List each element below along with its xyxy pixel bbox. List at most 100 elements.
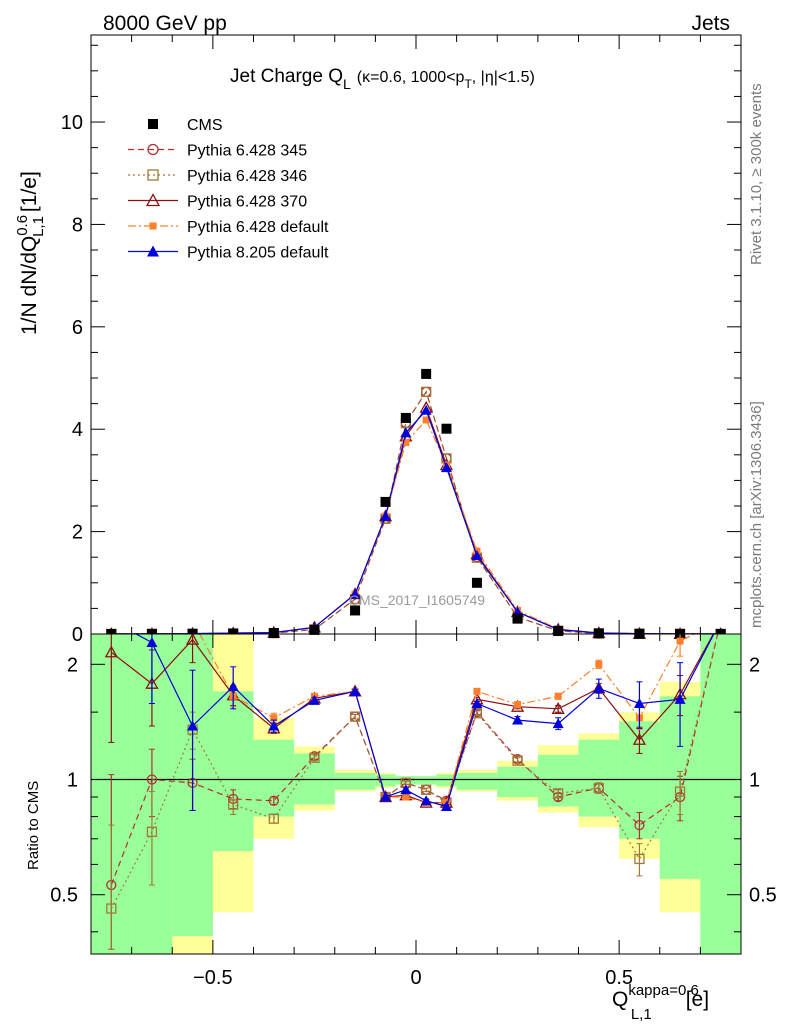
ratio-point-pythia-8-205-default bbox=[187, 720, 199, 731]
ratio-point-pythia-6-428-370 bbox=[185, 634, 200, 645]
data-point-cms bbox=[441, 423, 452, 434]
x-tick-label: 0 bbox=[410, 967, 421, 989]
legend-marker bbox=[147, 169, 159, 181]
uncertainty-band-inner bbox=[578, 739, 620, 817]
data-point-cms bbox=[228, 628, 239, 639]
ratio-point-pythia-8-205-default bbox=[146, 637, 158, 648]
uncertainty-band-inner bbox=[212, 691, 254, 852]
ratio-point-pythia-6-428-345 bbox=[146, 774, 158, 785]
legend-marker bbox=[148, 119, 158, 129]
ratio-point-pythia-8-205-default bbox=[512, 714, 524, 725]
ratio-point-pythia-6-428-default bbox=[514, 701, 522, 709]
side-mcplots-label: mcplots.cern.ch [arXiv:1306.3436] bbox=[748, 401, 765, 628]
uncertainty-band-inner bbox=[334, 772, 376, 790]
data-point-pythia-8-205-default bbox=[380, 510, 392, 521]
data-point-pythia-6-428-346 bbox=[421, 386, 432, 397]
ratio-line-pythia-6-428-345 bbox=[110, 634, 719, 886]
x-axis-label: Qkappa=0.6 L,1[e] bbox=[612, 982, 709, 1023]
ratio-point-pythia-8-205-default bbox=[227, 680, 239, 691]
ratio-point-pythia-8-205-default bbox=[380, 791, 392, 802]
ratio-point-pythia-6-428-346 bbox=[674, 786, 686, 797]
main-y-axis-label: 1/N dN/dQ0.6L,1[1/e] bbox=[14, 171, 47, 335]
uncertainty-band-inner bbox=[456, 772, 498, 790]
ratio-point-pythia-6-428-346 bbox=[553, 788, 564, 799]
ratio-point-pythia-6-428-346 bbox=[228, 799, 239, 810]
ratio-point-pythia-8-205-default bbox=[440, 801, 452, 812]
ratio-point-pythia-6-428-default bbox=[554, 692, 562, 700]
data-point-pythia-6-428-default bbox=[422, 416, 430, 424]
data-point-pythia-8-205-default bbox=[471, 550, 483, 561]
ratio-point-pythia-6-428-346 bbox=[349, 711, 361, 722]
analysis-watermark: CMS_2017_I1605749 bbox=[349, 592, 485, 608]
ratio-point-pythia-6-428-370 bbox=[632, 732, 647, 745]
legend-marker bbox=[147, 143, 159, 156]
data-point-cms bbox=[512, 613, 523, 624]
ratio-point-pythia-6-428-default bbox=[270, 714, 278, 722]
data-point-cms bbox=[309, 624, 320, 635]
side-rivet-label: Rivet 3.1.10, ≥ 300k events bbox=[748, 83, 765, 265]
ratio-line-pythia-6-428-370 bbox=[110, 634, 715, 804]
data-point-pythia-8-205-default bbox=[440, 462, 452, 473]
uncertainty-band-inner bbox=[416, 776, 437, 785]
data-point-cms bbox=[593, 628, 604, 639]
ratio-line-pythia-8-205-default bbox=[134, 634, 715, 808]
ratio-point-pythia-8-205-default bbox=[268, 720, 280, 731]
ratio-point-pythia-8-205-default bbox=[349, 685, 361, 696]
data-point-pythia-8-205-default bbox=[400, 427, 412, 438]
ratio-point-pythia-6-428-default bbox=[676, 637, 684, 645]
data-point-cms bbox=[380, 496, 391, 507]
ratio-point-pythia-6-428-346 bbox=[146, 826, 158, 837]
x-tick-label: 0.5 bbox=[605, 967, 633, 989]
legend-entry-pythia-6-428-346: Pythia 6.428 346 bbox=[128, 168, 307, 185]
uncertainty-band-inner bbox=[497, 766, 538, 798]
legend: CMS Pythia 6.428 345 Pythia 6.428 346 Pythi… bbox=[128, 117, 329, 262]
legend-marker bbox=[147, 245, 159, 257]
ratio-line-pythia-6-428-346 bbox=[110, 634, 719, 909]
data-point-cms bbox=[421, 368, 432, 379]
main-plot-panel: 0 2 4 6 8 10 CMS_2017_I1605749 Jet Charge QL(… bbox=[14, 34, 742, 646]
legend-entry-pythia-8-205-default: Pythia 8.205 default bbox=[128, 245, 329, 262]
main-y-tick-label: 8 bbox=[72, 214, 83, 236]
ratio-point-pythia-6-428-346 bbox=[634, 853, 645, 865]
ratio-point-pythia-8-205-default bbox=[420, 795, 432, 806]
plot-title: Jet Charge QL (κ=0.6, 1000<pT, |η|<1.5) bbox=[230, 66, 535, 92]
ratio-point-pythia-6-428-346 bbox=[512, 755, 523, 766]
data-point-pythia-6-428-default bbox=[402, 439, 410, 447]
main-y-tick-label: 4 bbox=[72, 419, 83, 441]
main-y-tick-label: 2 bbox=[72, 522, 83, 544]
ratio-point-pythia-8-205-default bbox=[593, 682, 605, 693]
ratio-plot-panel: 0.5 0.5 1 1 2 2 −0.5 0 0.5 Ratio to CMS Qkappa=0… bbox=[25, 633, 777, 1023]
ratio-point-pythia-8-205-default bbox=[674, 693, 686, 704]
ratio-point-pythia-8-205-default bbox=[552, 718, 564, 729]
ratio-point-pythia-8-205-default bbox=[471, 697, 483, 708]
ratio-point-pythia-8-205-default bbox=[308, 694, 320, 705]
data-point-cms bbox=[350, 605, 361, 616]
ratio-point-pythia-6-428-370 bbox=[551, 701, 565, 714]
header-energy: 8000 GeV pp bbox=[103, 12, 227, 35]
series-line-pythia-8-205-default bbox=[111, 409, 721, 635]
ratio-point-pythia-6-428-346 bbox=[309, 752, 320, 763]
ratio-point-pythia-6-428-default bbox=[402, 793, 410, 801]
legend-entry-pythia-6-428-345: Pythia 6.428 345 bbox=[128, 143, 307, 160]
data-point-cms bbox=[471, 577, 482, 588]
main-y-tick-label: 0 bbox=[72, 624, 83, 646]
x-tick-label: −0.5 bbox=[193, 967, 232, 989]
legend-marker bbox=[149, 222, 157, 230]
ratio-y-tick-label-right: 2 bbox=[749, 654, 760, 676]
ratio-point-pythia-6-428-default bbox=[595, 660, 603, 668]
legend-entry-pythia-6-428-370: Pythia 6.428 370 bbox=[128, 193, 307, 211]
ratio-point-pythia-6-428-345 bbox=[268, 795, 279, 806]
ratio-point-pythia-8-205-default bbox=[400, 784, 412, 795]
uncertainty-band-inner bbox=[436, 774, 457, 787]
uncertainty-band-inner bbox=[375, 774, 396, 787]
ratio-y-tick-label: 2 bbox=[67, 654, 78, 676]
data-point-cms bbox=[400, 412, 411, 423]
main-y-tick-label: 6 bbox=[72, 317, 83, 339]
uncertainty-band-inner bbox=[700, 634, 741, 954]
legend-label: Pythia 6.428 345 bbox=[187, 143, 307, 160]
data-point-cms bbox=[553, 625, 564, 636]
legend-entry-pythia-6-428-default: Pythia 6.428 default bbox=[128, 219, 329, 236]
ratio-series-pythia-8-205-default bbox=[134, 634, 715, 812]
ratio-point-pythia-6-428-default bbox=[473, 687, 481, 695]
